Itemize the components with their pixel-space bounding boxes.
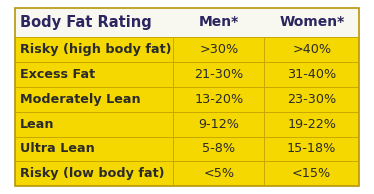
Text: Moderately Lean: Moderately Lean — [20, 93, 141, 106]
Text: 15-18%: 15-18% — [287, 142, 337, 155]
Text: 13-20%: 13-20% — [194, 93, 243, 106]
Text: >40%: >40% — [292, 43, 331, 56]
Text: Lean: Lean — [20, 118, 55, 131]
Text: 9-12%: 9-12% — [198, 118, 239, 131]
Text: 31-40%: 31-40% — [287, 68, 336, 81]
Text: 21-30%: 21-30% — [194, 68, 243, 81]
Text: <5%: <5% — [203, 167, 234, 180]
Text: Risky (high body fat): Risky (high body fat) — [20, 43, 172, 56]
Bar — [15, 37, 359, 186]
Text: Women*: Women* — [279, 16, 344, 29]
Text: <15%: <15% — [292, 167, 331, 180]
Bar — [15, 8, 359, 37]
Text: 23-30%: 23-30% — [287, 93, 336, 106]
Text: Excess Fat: Excess Fat — [20, 68, 95, 81]
Text: Body Fat Rating: Body Fat Rating — [20, 15, 152, 30]
Text: 19-22%: 19-22% — [287, 118, 336, 131]
Text: >30%: >30% — [199, 43, 239, 56]
Text: Men*: Men* — [199, 16, 239, 29]
Text: Ultra Lean: Ultra Lean — [20, 142, 95, 155]
Text: Risky (low body fat): Risky (low body fat) — [20, 167, 165, 180]
Text: 5-8%: 5-8% — [202, 142, 235, 155]
